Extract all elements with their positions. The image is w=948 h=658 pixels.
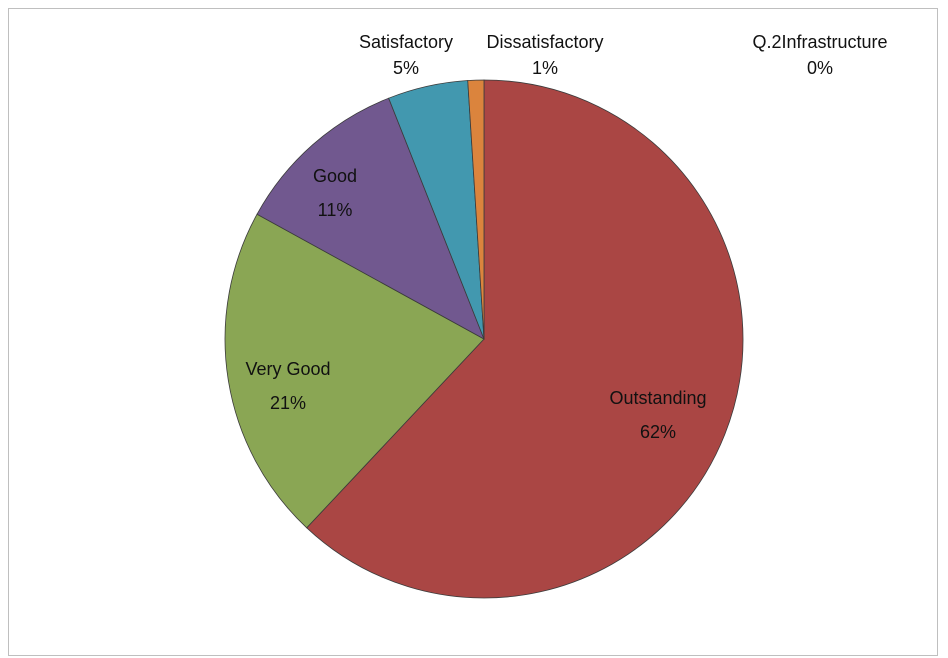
data-label-q-2infrastructure-category: Q.2Infrastructure: [752, 32, 887, 52]
data-label-good-category: Good: [313, 166, 357, 186]
pie-slice-outstanding: [306, 79, 744, 599]
data-label-outstanding-category: Outstanding: [609, 388, 706, 408]
data-label-satisfactory-percent: 5%: [393, 58, 419, 78]
data-label-very-good-category: Very Good: [245, 359, 330, 379]
data-label-good-percent: 11%: [318, 200, 353, 220]
data-label-outstanding-percent: 62%: [640, 422, 676, 442]
data-label-dissatisfactory-percent: 1%: [532, 58, 558, 78]
pie-slice-good: [256, 97, 485, 340]
data-label-dissatisfactory-category: Dissatisfactory: [486, 32, 603, 52]
pie-slice-very-good: [224, 213, 485, 529]
data-label-satisfactory-category: Satisfactory: [359, 32, 453, 52]
pie-slice-dissatisfactory: [467, 79, 485, 340]
data-label-q-2infrastructure-percent: 0%: [807, 58, 833, 78]
data-label-very-good-percent: 21%: [270, 393, 306, 413]
